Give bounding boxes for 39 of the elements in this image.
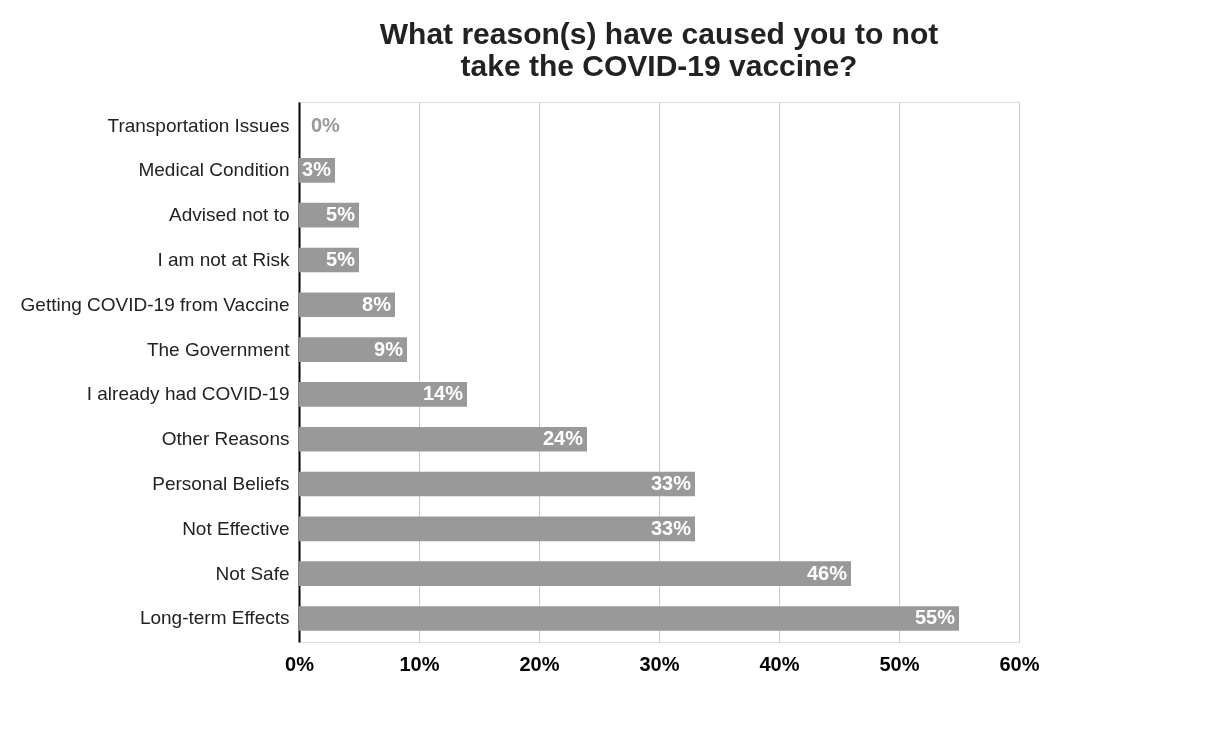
y-tick-label: Getting COVID-19 from Vaccine xyxy=(20,293,290,315)
chart-title: What reason(s) have caused you to not take the COVID-19 vaccine? xyxy=(379,17,939,82)
y-tick-label: I am not at Risk xyxy=(157,248,290,270)
bar xyxy=(299,382,467,407)
data-label: 14% xyxy=(422,382,464,405)
x-tick-label: 40% xyxy=(759,652,800,675)
y-tick-label: Not Safe xyxy=(215,562,290,584)
bar xyxy=(299,561,851,586)
data-label: 55% xyxy=(914,606,956,629)
y-tick-label: Medical Condition xyxy=(138,159,290,181)
data-label: 33% xyxy=(650,472,692,495)
y-tick-label: Other Reasons xyxy=(161,428,290,450)
y-tick-label: Long-term Effects xyxy=(139,607,290,629)
y-tick-label: I already had COVID-19 xyxy=(86,383,290,405)
y-tick-label: Advised not to xyxy=(169,204,290,226)
bar xyxy=(299,516,695,542)
bar xyxy=(299,337,407,362)
x-tick-label: 0% xyxy=(285,652,315,675)
bar xyxy=(299,606,959,631)
data-label: 5% xyxy=(326,247,356,270)
data-label: 24% xyxy=(542,427,584,450)
x-tick-label: 10% xyxy=(399,652,440,675)
bar xyxy=(299,471,695,497)
x-tick-label: 50% xyxy=(879,652,920,675)
data-label: 33% xyxy=(650,516,692,539)
data-label: 3% xyxy=(302,158,332,181)
y-tick-label: Not Effective xyxy=(182,517,290,539)
y-tick-label: Transportation Issues xyxy=(107,114,290,136)
y-tick-label: Personal Beliefs xyxy=(152,473,290,495)
data-label: 46% xyxy=(806,561,848,584)
x-tick-label: 30% xyxy=(639,652,680,675)
data-label: 5% xyxy=(326,203,356,226)
data-label: 9% xyxy=(374,337,404,360)
bar xyxy=(299,426,587,452)
x-tick-label: 60% xyxy=(999,652,1040,675)
x-tick-label: 20% xyxy=(519,652,560,675)
y-tick-label: The Government xyxy=(146,338,291,360)
data-label: 0% xyxy=(311,113,341,136)
data-label: 8% xyxy=(362,292,392,315)
